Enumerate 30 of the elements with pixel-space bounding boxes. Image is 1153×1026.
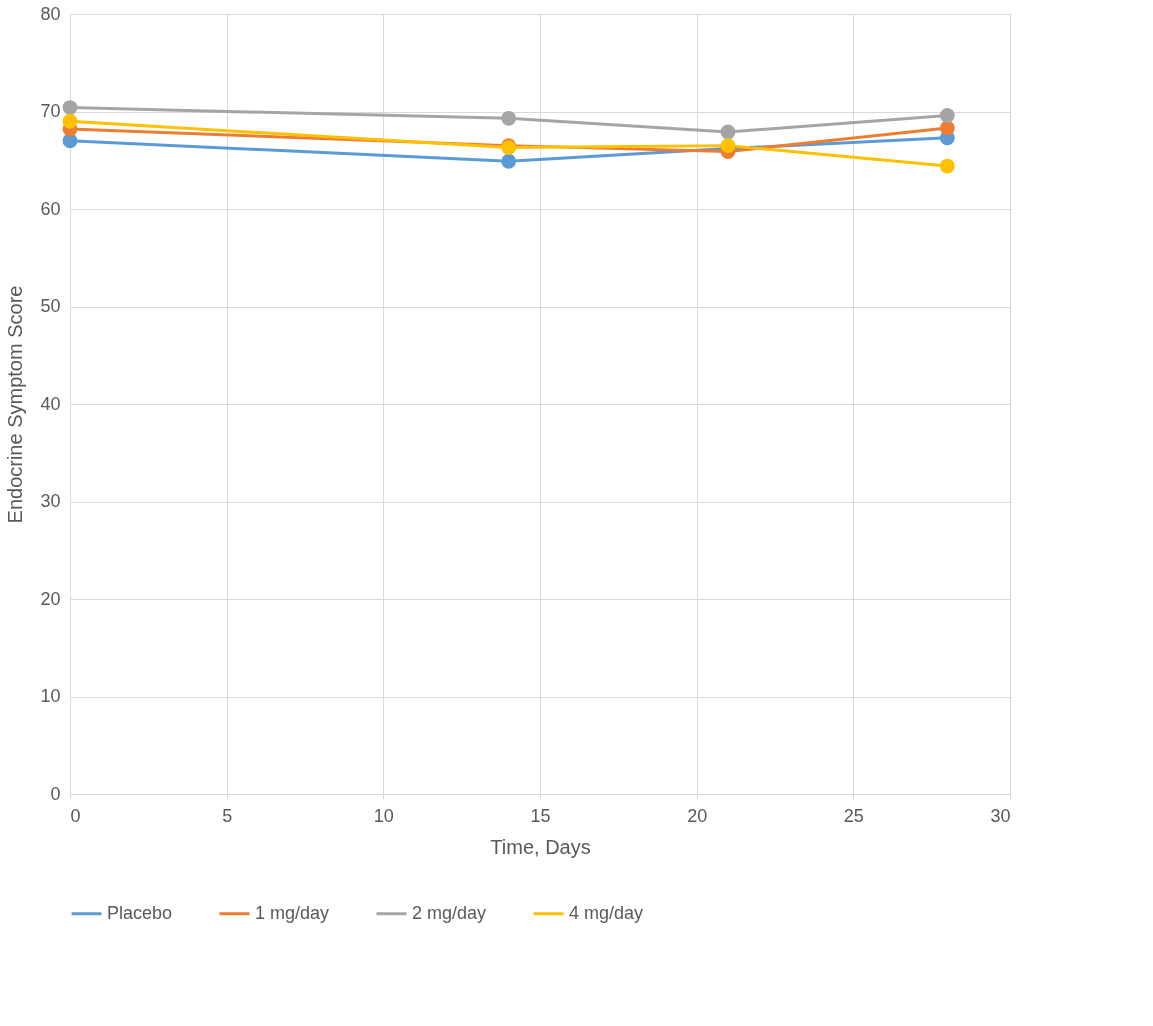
legend-label: 4 mg/day: [569, 902, 644, 923]
y-tick-label: 0: [50, 783, 61, 804]
y-tick-label: 40: [40, 393, 61, 414]
y-axis-title: Endocrine Symptom Score: [4, 285, 27, 524]
legend-label: Placebo: [107, 902, 173, 923]
x-axis-title: Time, Days: [490, 835, 591, 858]
y-tick-label: 50: [40, 296, 61, 316]
y-tick-label: 20: [40, 588, 61, 609]
point: [720, 124, 736, 140]
x-tick-label: 20: [687, 805, 708, 826]
x-tick-label: 30: [990, 805, 1011, 826]
point: [939, 158, 955, 174]
y-tick-label: 70: [40, 101, 61, 121]
x-tick-label: 0: [70, 805, 81, 826]
point: [939, 120, 955, 136]
x-tick-label: 15: [530, 805, 551, 826]
x-tick-label: 5: [222, 805, 233, 826]
point: [501, 153, 517, 169]
y-tick-label: 80: [40, 3, 61, 24]
point: [62, 100, 78, 115]
y-tick-label: 10: [40, 686, 61, 706]
x-tick-label: 10: [373, 805, 394, 826]
y-tick-label: 60: [40, 198, 61, 219]
point: [939, 108, 955, 123]
point: [62, 113, 78, 129]
x-tick-label: 25: [843, 805, 864, 826]
y-tick-label: 30: [40, 491, 61, 511]
legend-label: 2 mg/day: [412, 902, 487, 923]
legend-label: 1 mg/day: [255, 902, 330, 923]
point: [501, 110, 517, 126]
